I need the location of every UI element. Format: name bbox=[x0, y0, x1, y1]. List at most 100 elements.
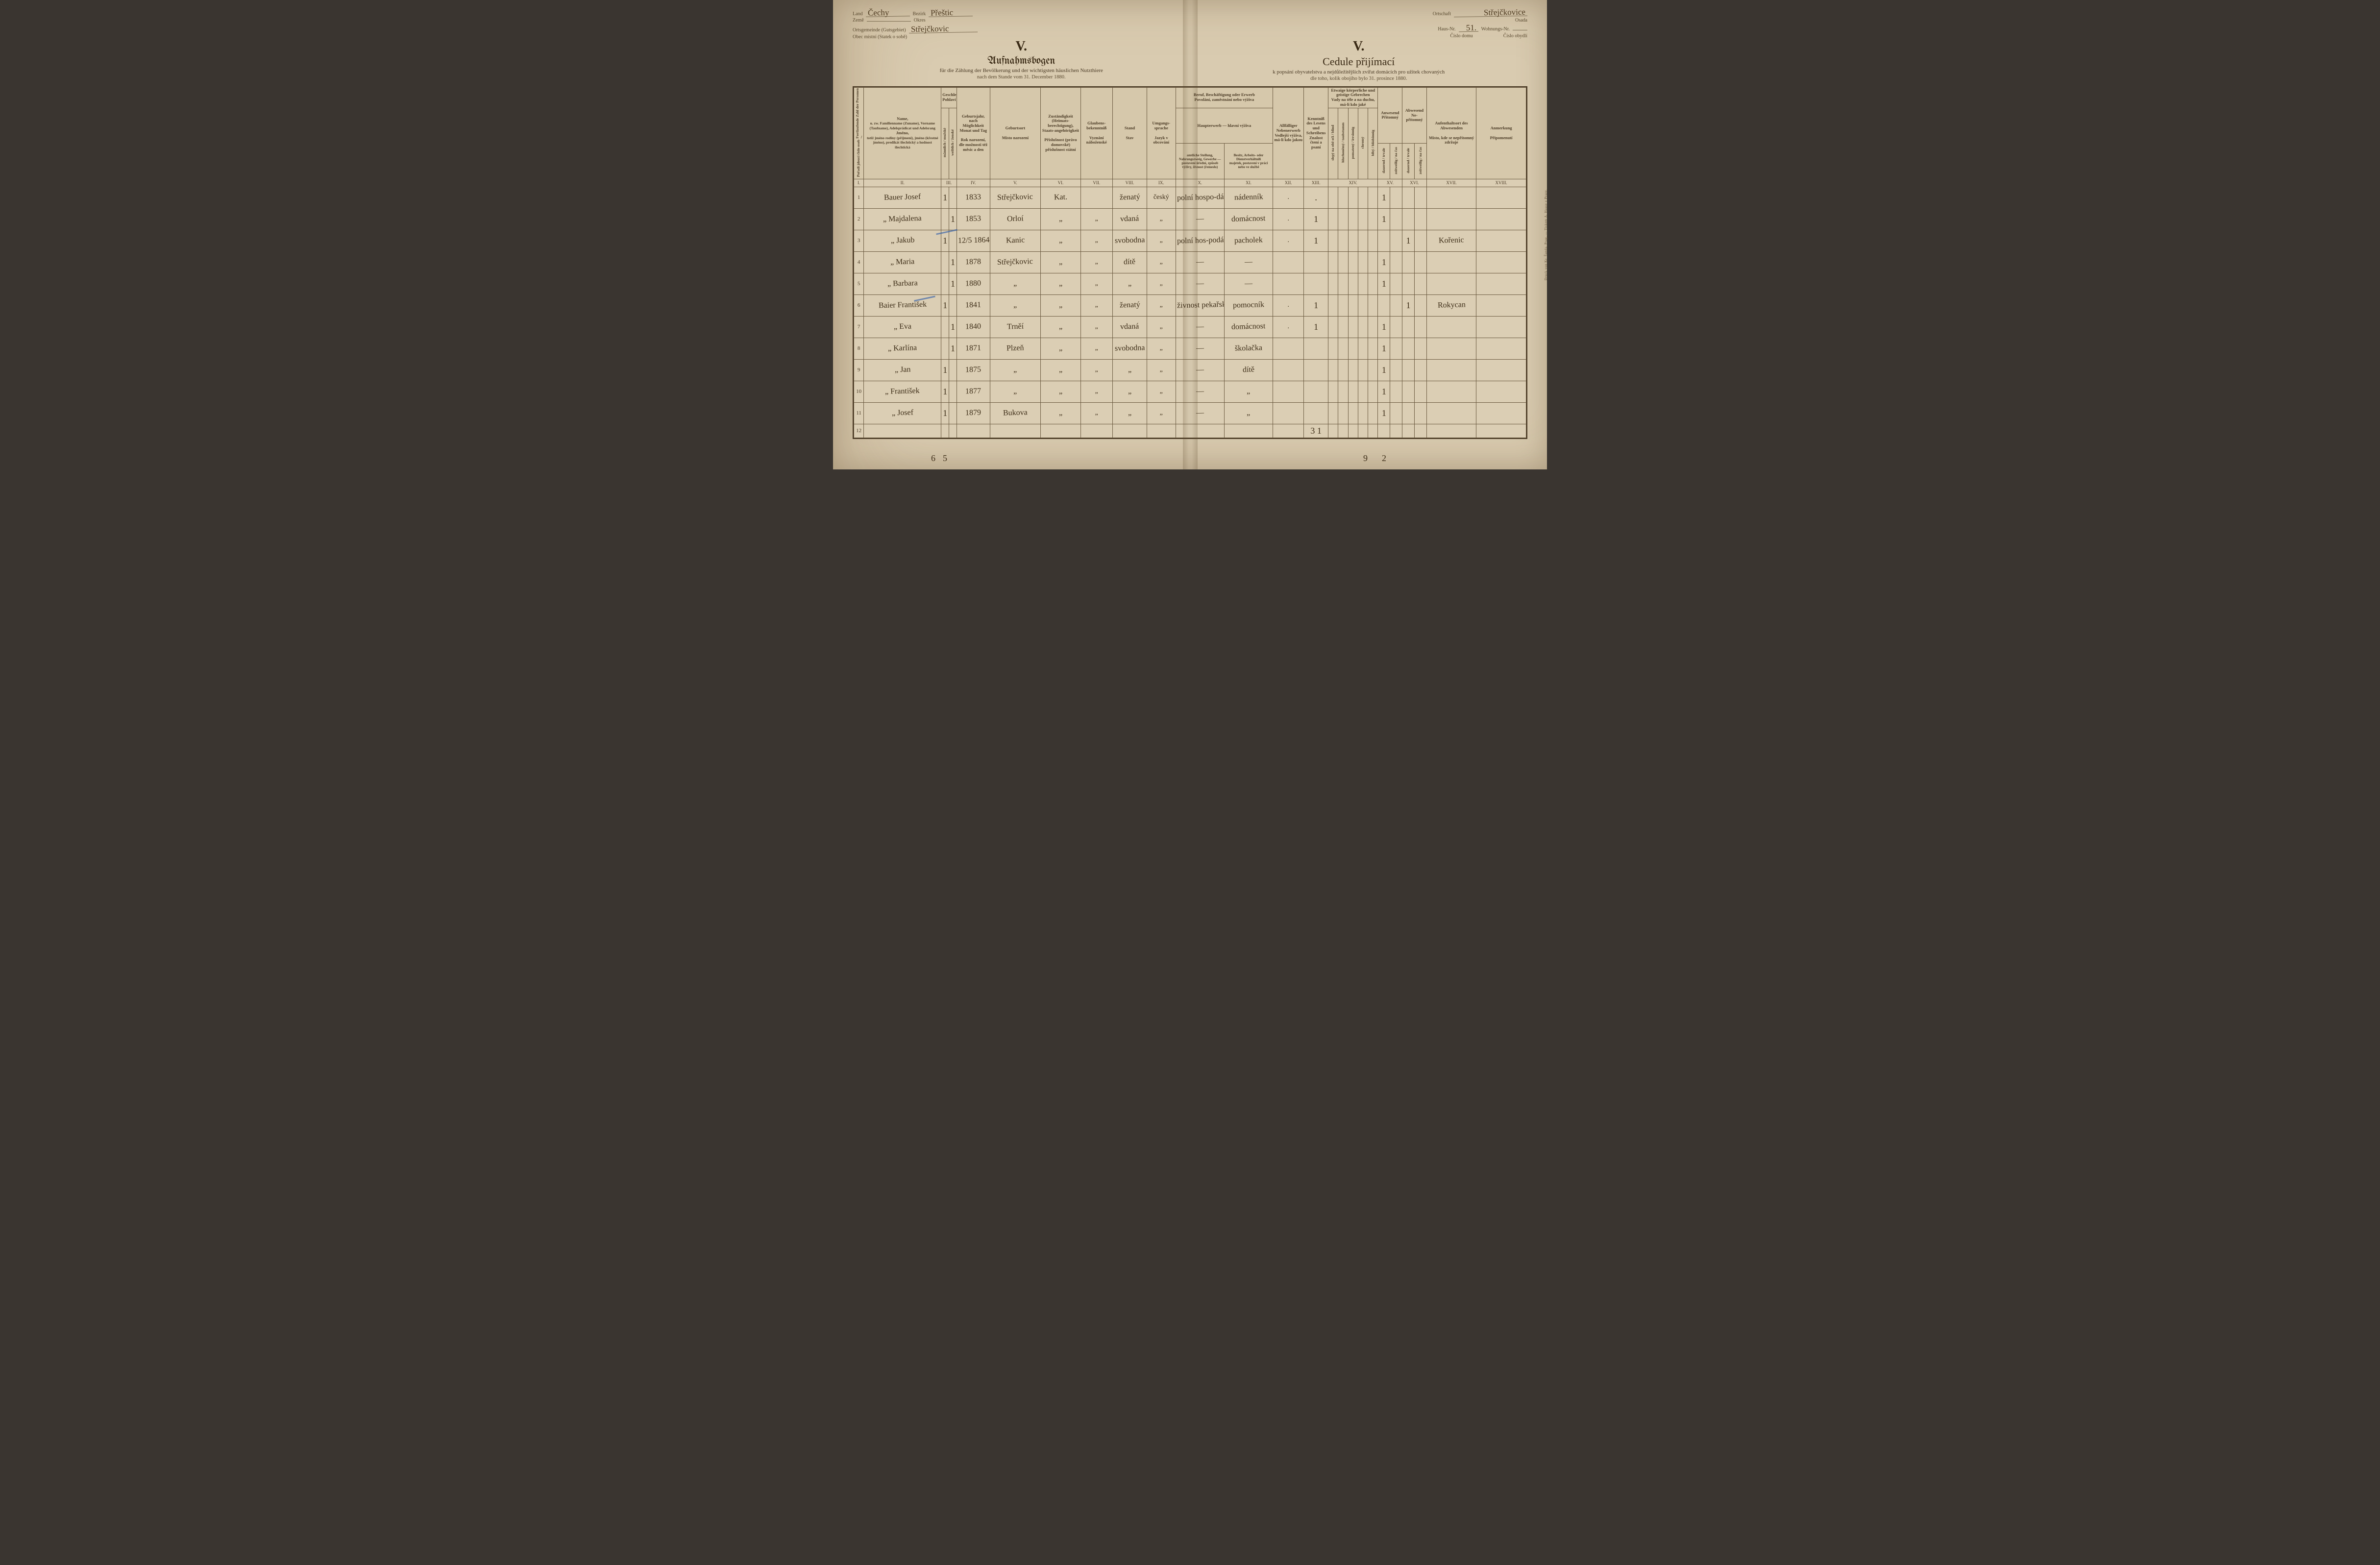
table-cell: „ bbox=[1080, 316, 1112, 338]
table-cell: nádenník bbox=[1224, 187, 1273, 208]
table-cell bbox=[1414, 251, 1426, 273]
table-cell: „ bbox=[1224, 402, 1273, 424]
table-cell bbox=[1338, 316, 1348, 338]
col-xv-head: AnwesendPřítomný bbox=[1378, 87, 1402, 144]
table-cell bbox=[1338, 273, 1348, 294]
table-cell bbox=[1368, 273, 1378, 294]
value-ortschaft: Střejčkovice bbox=[1454, 8, 1527, 18]
table-cell bbox=[1348, 273, 1358, 294]
col-xiv-e: blbý / blödsinnig bbox=[1368, 108, 1378, 179]
table-cell bbox=[1273, 251, 1304, 273]
table-cell: Bukova bbox=[990, 402, 1041, 424]
label-bezirk-de: Bezirk bbox=[913, 11, 926, 17]
table-cell: „ Jakub bbox=[864, 230, 941, 251]
table-cell: — bbox=[1224, 251, 1273, 273]
table-cell bbox=[1426, 402, 1476, 424]
table-cell bbox=[1390, 359, 1402, 381]
table-cell bbox=[1348, 316, 1358, 338]
col-xviii-head: AnmerkungPřipomenutí bbox=[1476, 87, 1526, 179]
table-cell: 1 bbox=[1304, 230, 1328, 251]
table-cell: 3 1 bbox=[1304, 424, 1328, 438]
table-cell: „ bbox=[1080, 359, 1112, 381]
table-cell bbox=[1476, 230, 1526, 251]
table-cell bbox=[864, 424, 941, 438]
table-cell: 5 bbox=[854, 273, 864, 294]
table-cell bbox=[941, 338, 949, 359]
footer-sum-f: 5 bbox=[943, 453, 947, 464]
table-cell: 1 bbox=[1378, 316, 1390, 338]
table-cell: „ bbox=[1147, 402, 1176, 424]
table-cell bbox=[1426, 424, 1476, 438]
table-cell bbox=[1304, 402, 1328, 424]
table-cell bbox=[1358, 273, 1368, 294]
table-cell bbox=[1426, 251, 1476, 273]
date-de: nach dem Stande vom 31. December 1880. bbox=[853, 74, 1190, 80]
table-cell bbox=[1348, 338, 1358, 359]
table-cell bbox=[1147, 424, 1176, 438]
table-cell: „ bbox=[1080, 208, 1112, 230]
table-cell bbox=[1414, 381, 1426, 402]
table-row: 5„ Barbara11880„„„„„——1 bbox=[854, 273, 1526, 294]
rn-x: X. bbox=[1176, 179, 1224, 187]
table-cell: — bbox=[1176, 273, 1224, 294]
table-cell bbox=[1426, 338, 1476, 359]
label-osada: Osada bbox=[1515, 18, 1527, 23]
table-cell bbox=[1390, 338, 1402, 359]
table-cell: Kanic bbox=[990, 230, 1041, 251]
table-cell bbox=[1348, 359, 1358, 381]
table-cell: „ bbox=[1147, 273, 1176, 294]
col-xiv-head: Etwaige körperliche und geistige Gebrech… bbox=[1328, 87, 1377, 108]
col-xiv-d: chromý bbox=[1358, 108, 1368, 179]
table-cell bbox=[1358, 381, 1368, 402]
label-ortschaft-de: Ortschaft bbox=[1433, 11, 1451, 17]
table-cell bbox=[1358, 316, 1368, 338]
table-cell: — bbox=[1176, 402, 1224, 424]
table-cell bbox=[1328, 424, 1338, 438]
table-cell bbox=[1368, 424, 1378, 438]
table-cell: 1 bbox=[1378, 381, 1390, 402]
table-cell: český bbox=[1147, 187, 1176, 208]
table-cell bbox=[1402, 381, 1415, 402]
table-cell bbox=[1402, 273, 1415, 294]
footer-sum-m: 6 bbox=[931, 453, 935, 464]
value-land: Čechy bbox=[865, 8, 909, 17]
date-cz: dle toho, kolik obojího bylo 31. prosinc… bbox=[1190, 76, 1528, 81]
table-cell: „ bbox=[1080, 251, 1112, 273]
table-cell bbox=[1390, 273, 1402, 294]
col-xvii-head: Aufenthaltsort des AbwesendenMísto, kde … bbox=[1426, 87, 1476, 179]
table-cell bbox=[1368, 359, 1378, 381]
table-cell: 12 bbox=[854, 424, 864, 438]
table-cell bbox=[1368, 402, 1378, 424]
table-cell: dítě bbox=[1113, 251, 1147, 273]
table-cell: „ bbox=[1080, 338, 1112, 359]
table-cell: Bauer Josef bbox=[864, 187, 941, 208]
table-cell bbox=[1368, 294, 1378, 316]
label-land-de: Land bbox=[853, 11, 863, 17]
col-x-mid: Haupterwerb — hlavní výživa bbox=[1176, 108, 1273, 144]
label-cislo-domu: Číslo domu bbox=[1450, 33, 1472, 39]
table-cell: „ bbox=[1041, 230, 1080, 251]
table-cell bbox=[949, 230, 957, 251]
table-cell: svobodna bbox=[1113, 338, 1147, 359]
table-cell: pacholek bbox=[1224, 230, 1273, 251]
table-cell bbox=[941, 424, 949, 438]
table-cell: svobodna bbox=[1113, 230, 1147, 251]
table-cell bbox=[1390, 208, 1402, 230]
table-cell bbox=[949, 381, 957, 402]
table-cell bbox=[1348, 251, 1358, 273]
table-cell: 1877 bbox=[957, 381, 990, 402]
table-cell: 1 bbox=[949, 338, 957, 359]
titles-row: V. Aufnahmsbogen für die Zählung der Bev… bbox=[853, 39, 1527, 81]
census-table: Fortlaufende Zahl der Personen / Pořadí … bbox=[854, 87, 1526, 438]
table-cell bbox=[1224, 424, 1273, 438]
table-cell bbox=[1348, 187, 1358, 208]
table-cell: — bbox=[1176, 208, 1224, 230]
table-cell: „ bbox=[1147, 381, 1176, 402]
table-cell bbox=[1414, 294, 1426, 316]
table-cell bbox=[1304, 251, 1328, 273]
table-cell: Rokycan bbox=[1426, 294, 1476, 316]
rn-xviii: XVIII. bbox=[1476, 179, 1526, 187]
table-cell bbox=[949, 294, 957, 316]
table-cell bbox=[1414, 273, 1426, 294]
table-cell bbox=[1080, 424, 1112, 438]
